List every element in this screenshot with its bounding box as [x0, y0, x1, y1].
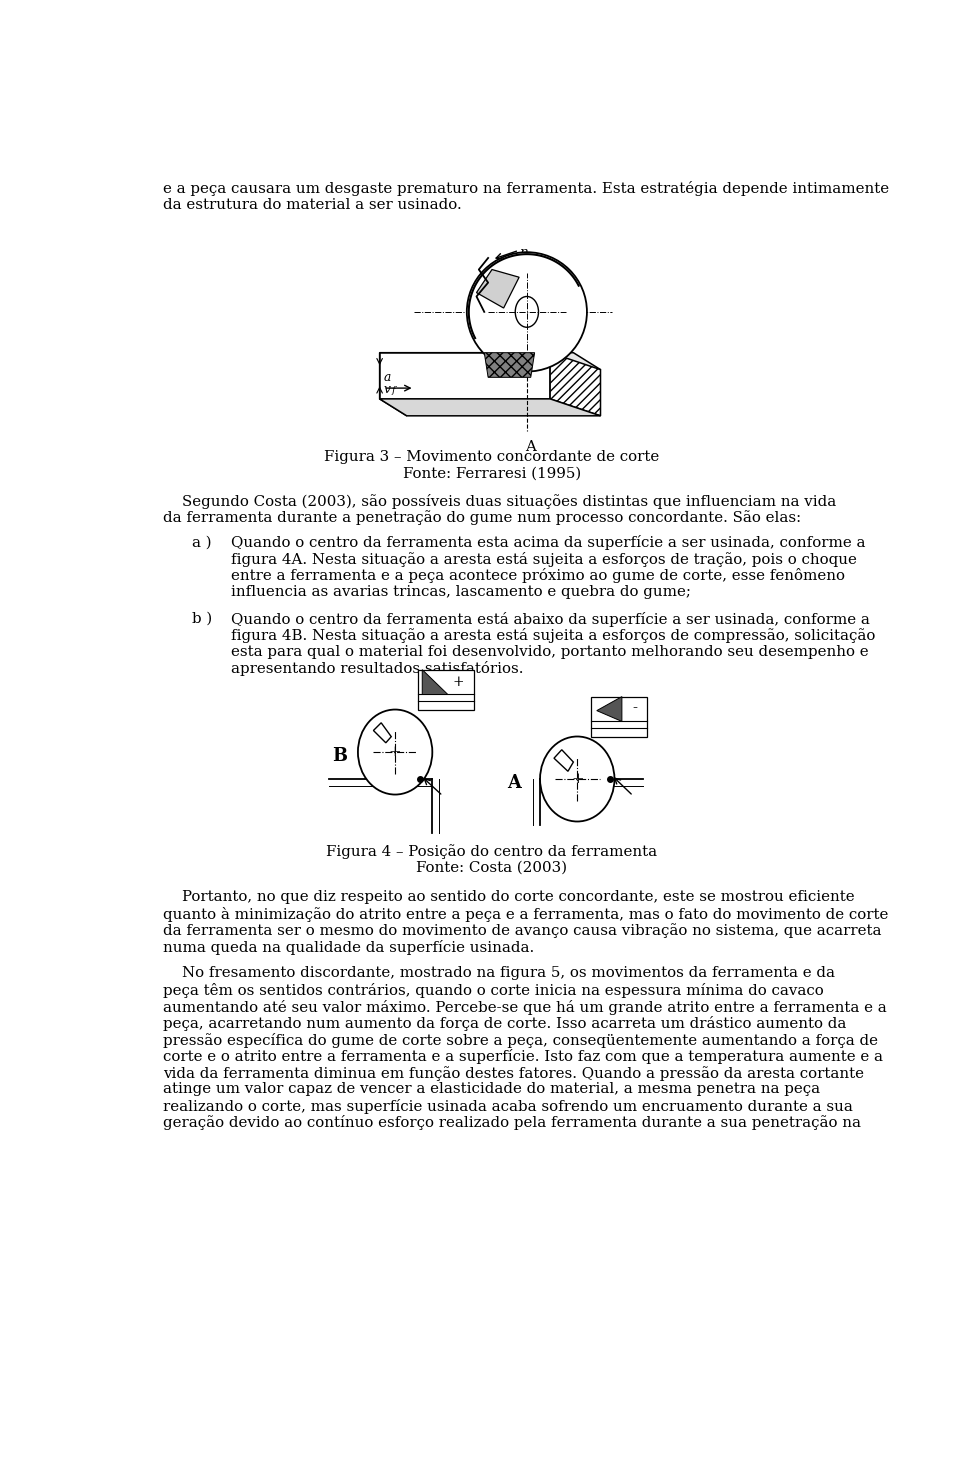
Polygon shape	[484, 353, 535, 377]
Text: No fresamento discordante, mostrado na figura 5, os movimentos da ferramenta e d: No fresamento discordante, mostrado na f…	[162, 967, 834, 981]
Text: -: -	[633, 702, 637, 715]
Ellipse shape	[467, 253, 587, 371]
Polygon shape	[550, 353, 601, 416]
Polygon shape	[597, 696, 622, 721]
Polygon shape	[379, 353, 550, 399]
Polygon shape	[379, 353, 601, 369]
Text: esta para qual o material foi desenvolvido, portanto melhorando seu desempenho e: esta para qual o material foi desenvolvi…	[230, 645, 869, 658]
Text: a: a	[383, 371, 391, 384]
Text: corte e o atrito entre a ferramenta e a superfície. Isto faz com que a temperatu: corte e o atrito entre a ferramenta e a …	[162, 1050, 882, 1064]
Text: geração devido ao contínuo esforço realizado pela ferramenta durante a sua penet: geração devido ao contínuo esforço reali…	[162, 1115, 860, 1130]
Text: e a peça causara um desgaste prematuro na ferramenta. Esta estratégia depende in: e a peça causara um desgaste prematuro n…	[162, 181, 889, 196]
Text: aumentando até seu valor máximo. Percebe-se que há um grande atrito entre a ferr: aumentando até seu valor máximo. Percebe…	[162, 1000, 886, 1015]
Text: A: A	[507, 774, 520, 791]
Text: +: +	[571, 772, 584, 785]
Text: Quando o centro da ferramenta está abaixo da superfície a ser usinada, conforme : Quando o centro da ferramenta está abaix…	[230, 612, 870, 626]
Text: da ferramenta ser o mesmo do movimento de avanço causa vibração no sistema, que : da ferramenta ser o mesmo do movimento d…	[162, 923, 881, 939]
Text: vida da ferramenta diminua em função destes fatores. Quando a pressão da aresta : vida da ferramenta diminua em função des…	[162, 1066, 864, 1080]
Text: peça têm os sentidos contrários, quando o corte inicia na espessura mínima do ca: peça têm os sentidos contrários, quando …	[162, 983, 824, 999]
Text: Portanto, no que diz respeito ao sentido do corte concordante, este se mostrou e: Portanto, no que diz respeito ao sentido…	[162, 891, 854, 904]
Text: Quando o centro da ferramenta esta acima da superfície a ser usinada, conforme a: Quando o centro da ferramenta esta acima…	[230, 536, 865, 550]
Bar	[419, 670, 474, 710]
Polygon shape	[476, 270, 519, 308]
Text: A: A	[525, 441, 537, 454]
Text: f: f	[392, 387, 395, 396]
Text: da estrutura do material a ser usinado.: da estrutura do material a ser usinado.	[162, 199, 462, 212]
Text: B: B	[332, 748, 347, 765]
Ellipse shape	[516, 296, 539, 327]
Text: v: v	[383, 383, 391, 396]
Text: peça, acarretando num aumento da força de corte. Isso acarreta um drástico aumen: peça, acarretando num aumento da força d…	[162, 1016, 846, 1031]
Text: a ): a )	[192, 536, 211, 549]
Text: Figura 4 – Posição do centro da ferramenta: Figura 4 – Posição do centro da ferramen…	[326, 844, 658, 860]
Text: figura 4B. Nesta situação a aresta está sujeita a esforços de compressão, solici: figura 4B. Nesta situação a aresta está …	[230, 628, 876, 642]
Text: realizando o corte, mas superfície usinada acaba sofrendo um encruamento durante: realizando o corte, mas superfície usina…	[162, 1099, 852, 1114]
Text: b ): b )	[192, 612, 212, 625]
Text: apresentando resultados satisfatórios.: apresentando resultados satisfatórios.	[230, 661, 523, 676]
Ellipse shape	[358, 710, 432, 794]
Text: atinge um valor capaz de vencer a elasticidade do material, a mesma penetra na p: atinge um valor capaz de vencer a elasti…	[162, 1082, 820, 1096]
Ellipse shape	[540, 736, 614, 822]
Text: Fonte: Costa (2003): Fonte: Costa (2003)	[417, 861, 567, 875]
Bar	[591, 696, 647, 737]
Text: n: n	[519, 247, 528, 260]
Text: influencia as avarias trincas, lascamento e quebra do gume;: influencia as avarias trincas, lascament…	[230, 585, 691, 599]
Text: Fonte: Ferraresi (1995): Fonte: Ferraresi (1995)	[403, 467, 581, 480]
Polygon shape	[379, 353, 407, 416]
Text: quanto à minimização do atrito entre a peça e a ferramenta, mas o fato do movime: quanto à minimização do atrito entre a p…	[162, 907, 888, 921]
Text: entre a ferramenta e a peça acontece próximo ao gume de corte, esse fenômeno: entre a ferramenta e a peça acontece pró…	[230, 568, 845, 584]
Text: numa queda na qualidade da superfície usinada.: numa queda na qualidade da superfície us…	[162, 940, 534, 955]
Text: +: +	[453, 675, 465, 689]
Text: Figura 3 – Movimento concordante de corte: Figura 3 – Movimento concordante de cort…	[324, 451, 660, 464]
Polygon shape	[379, 399, 601, 416]
Text: +: +	[389, 745, 401, 759]
Text: Segundo Costa (2003), são possíveis duas situações distintas que influenciam na : Segundo Costa (2003), são possíveis duas…	[162, 493, 836, 510]
Polygon shape	[422, 670, 447, 695]
Text: pressão específica do gume de corte sobre a peça, conseqüentemente aumentando a : pressão específica do gume de corte sobr…	[162, 1032, 877, 1048]
Text: da ferramenta durante a penetração do gume num processo concordante. São elas:: da ferramenta durante a penetração do gu…	[162, 511, 801, 526]
Text: figura 4A. Nesta situação a aresta está sujeita a esforços de tração, pois o cho: figura 4A. Nesta situação a aresta está …	[230, 552, 856, 566]
